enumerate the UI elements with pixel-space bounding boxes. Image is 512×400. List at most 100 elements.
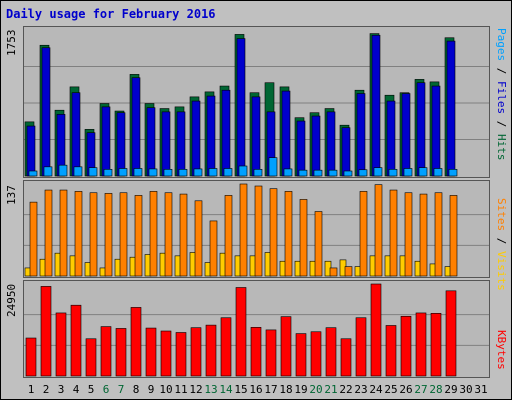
kbytes-bar xyxy=(235,287,247,377)
day-label-23: 23 xyxy=(354,383,368,396)
sites-ymax-label: 137 xyxy=(5,185,18,205)
day-label-19: 19 xyxy=(294,383,308,396)
day-label-15: 15 xyxy=(234,383,248,396)
kbytes-bar xyxy=(385,325,397,377)
kbytes-bar xyxy=(445,290,457,377)
day-label-21: 21 xyxy=(324,383,338,396)
kbytes-bar xyxy=(355,317,367,377)
day-label-18: 18 xyxy=(279,383,293,396)
sites-bar xyxy=(209,220,218,277)
kbytes-bar xyxy=(280,316,292,377)
hits-ymax-label: 1753 xyxy=(5,29,18,57)
sites-bar xyxy=(29,201,38,277)
files-bar xyxy=(251,96,261,177)
sites-bar xyxy=(299,199,308,277)
pages-bar xyxy=(253,169,263,177)
files-bar xyxy=(116,112,126,177)
sites-bar xyxy=(134,195,143,277)
legend-sites: Sites xyxy=(495,198,508,232)
pages-bar xyxy=(103,169,113,177)
kbytes-bar xyxy=(25,337,37,377)
files-bar xyxy=(206,95,216,177)
pages-bar xyxy=(313,169,323,177)
sites-visits-legend: Sites / Visits xyxy=(495,198,508,291)
files-bar xyxy=(236,38,246,177)
day-label-13: 13 xyxy=(204,383,218,396)
day-label-31: 31 xyxy=(474,383,488,396)
day-label-14: 14 xyxy=(219,383,233,396)
kbytes-bar xyxy=(370,283,382,377)
kbytes-bar xyxy=(205,324,217,377)
files-bar xyxy=(431,85,441,177)
legend-sep-3: / xyxy=(495,231,508,251)
kbytes-bar xyxy=(430,313,442,377)
kbytes-bar xyxy=(325,327,337,377)
files-bar xyxy=(191,100,201,177)
pages-bar xyxy=(388,169,398,177)
pages-bar xyxy=(193,168,203,177)
files-bar xyxy=(131,77,141,177)
pages-bar xyxy=(43,166,53,177)
day-label-20: 20 xyxy=(309,383,323,396)
sites-bar xyxy=(284,191,293,277)
pages-bar xyxy=(178,169,188,177)
kbytes-bar xyxy=(160,330,172,377)
kbytes-bar xyxy=(190,327,202,377)
day-label-29: 29 xyxy=(444,383,458,396)
sites-bar xyxy=(89,192,98,277)
sites-bar xyxy=(104,193,113,277)
kbytes-bar xyxy=(145,327,157,377)
pages-bar xyxy=(268,157,278,177)
kbytes-bar xyxy=(55,312,67,377)
day-label-4: 4 xyxy=(72,383,80,396)
chart-title: Daily usage for February 2016 xyxy=(6,7,216,21)
sites-bar xyxy=(239,183,248,277)
files-bar xyxy=(416,82,426,177)
day-label-26: 26 xyxy=(399,383,413,396)
sites-bar xyxy=(269,188,278,277)
sites-bar xyxy=(164,192,173,277)
day-label-1: 1 xyxy=(27,383,35,396)
sites-bar xyxy=(374,184,383,277)
files-bar xyxy=(311,115,321,177)
kbytes-bar xyxy=(115,328,127,377)
files-bar xyxy=(386,100,396,177)
files-bar xyxy=(26,125,36,177)
pages-bar xyxy=(403,168,413,177)
day-label-9: 9 xyxy=(147,383,155,396)
kbytes-bar xyxy=(340,338,352,377)
sites-bar xyxy=(254,185,263,277)
files-bar xyxy=(221,89,231,177)
day-label-7: 7 xyxy=(117,383,125,396)
files-bar xyxy=(161,111,171,177)
legend-pages: Pages xyxy=(495,28,508,62)
pages-bar xyxy=(58,164,68,177)
kbytes-bar xyxy=(220,317,232,377)
pages-bar xyxy=(433,168,443,177)
files-bar xyxy=(41,47,51,177)
kbytes-legend: KBytes xyxy=(495,330,508,370)
legend-files: Files xyxy=(495,81,508,115)
day-label-24: 24 xyxy=(369,383,383,396)
files-bar xyxy=(176,111,186,177)
files-bar xyxy=(146,107,156,177)
files-bar xyxy=(281,90,291,177)
files-bar xyxy=(356,93,366,177)
day-label-25: 25 xyxy=(384,383,398,396)
day-label-5: 5 xyxy=(87,383,95,396)
pages-bar xyxy=(208,168,218,177)
day-label-3: 3 xyxy=(57,383,65,396)
pages-bar xyxy=(373,167,383,177)
pages-bar xyxy=(148,168,158,177)
pages-bar xyxy=(328,169,338,177)
day-label-28: 28 xyxy=(429,383,443,396)
day-label-10: 10 xyxy=(159,383,173,396)
kbytes-bar xyxy=(130,307,142,377)
kbytes-bar xyxy=(265,329,277,377)
day-label-2: 2 xyxy=(42,383,50,396)
sites-bar xyxy=(389,189,398,277)
legend-hits: Hits xyxy=(495,134,508,161)
sites-bar xyxy=(314,211,323,277)
files-bar xyxy=(401,93,411,177)
